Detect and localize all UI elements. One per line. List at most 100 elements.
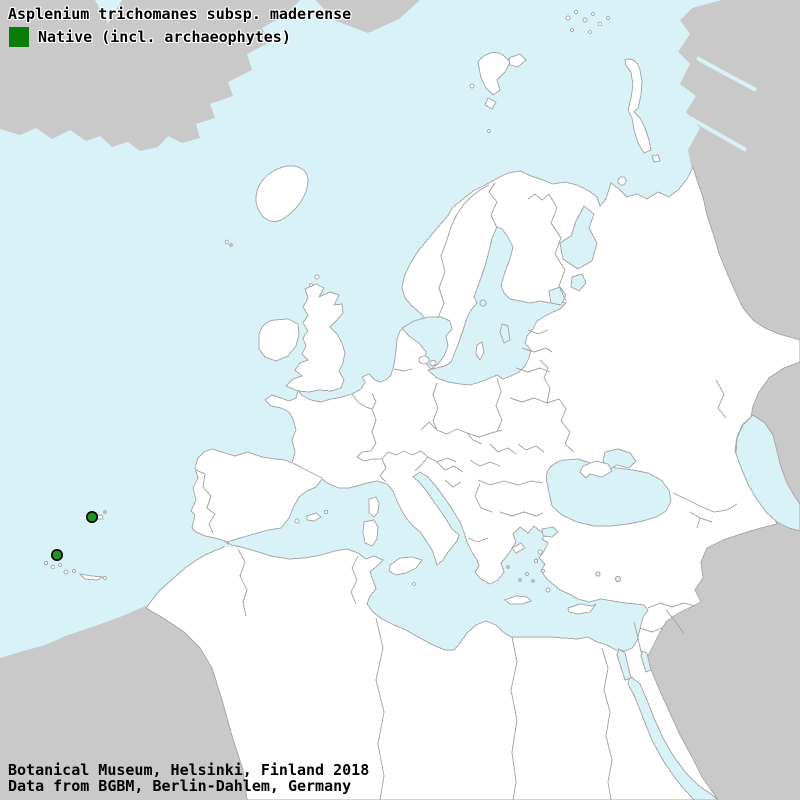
west-sahara-landmass: [0, 604, 250, 800]
border-caucasus: [672, 492, 738, 513]
occurrence-dot: [50, 548, 63, 561]
border-be-nl: [371, 392, 377, 410]
interior-seas: [95, 0, 800, 800]
lake-vanern: [479, 299, 487, 307]
border-fi-ru: [548, 193, 567, 302]
mapped-land-mainland: [145, 165, 800, 800]
border-fi-se: [488, 182, 498, 229]
border-lv-lt: [521, 347, 553, 353]
aegean-island: [518, 578, 522, 582]
sardinia-island: [362, 519, 379, 547]
white-sea: [559, 205, 598, 270]
legend: Native (incl. archaeophytes): [9, 27, 291, 47]
franz-josef-island: [573, 9, 579, 15]
border-ee-lv: [527, 329, 549, 335]
border-sy-iq: [665, 609, 685, 635]
greenland-landmass: [0, 0, 300, 151]
border-no-se: [437, 184, 490, 319]
mallorca-island: [306, 512, 322, 522]
credits: Botanical Museum, Helsinki, Finland 2018…: [8, 762, 369, 794]
iceland-island: [255, 165, 309, 222]
border-ro-bg: [477, 479, 544, 486]
aegean-island: [525, 572, 529, 576]
border-es-fr: [292, 462, 323, 479]
border-it-si: [414, 450, 429, 472]
kara-channel: [696, 56, 757, 92]
border-fr-it: [379, 458, 387, 483]
crete-island: [503, 595, 532, 605]
nile-river: [601, 647, 613, 800]
gulf-of-aqaba: [640, 650, 652, 673]
gibraltar-strait: [220, 542, 234, 549]
border-lt-by: [515, 367, 551, 373]
baltic-sea: [426, 226, 567, 386]
border-pt-es: [195, 469, 216, 534]
ibiza-island: [294, 518, 300, 524]
franz-josef-island: [597, 21, 603, 27]
aegean-island: [506, 565, 510, 569]
aegean-island: [541, 569, 545, 573]
porto-santo-island: [103, 510, 107, 514]
gotland-island: [475, 341, 485, 361]
border-al-gr: [467, 537, 489, 543]
credits-line2: Data from BGBM, Berlin-Dahlem, Germany: [8, 777, 352, 795]
danish-isles: [418, 341, 485, 366]
sea-of-marmara: [541, 526, 559, 538]
border-no-fi: [527, 193, 550, 201]
shetland-island: [314, 274, 320, 280]
ireland-island: [258, 318, 300, 362]
faroe-island: [224, 239, 230, 245]
border-dz-tn: [350, 555, 359, 605]
bosporus-strait: [545, 527, 551, 534]
border-de-dk: [393, 368, 413, 372]
legend-native-swatch: [9, 27, 29, 47]
bear-island: [487, 129, 491, 133]
border-tr-sy-iq: [647, 602, 696, 609]
orkney-island: [308, 282, 314, 288]
country-borders: [195, 182, 738, 800]
canary-island-long: [78, 573, 105, 581]
menorca-island: [323, 509, 329, 515]
border-cz-pl: [436, 428, 468, 435]
credits-line1: Botanical Museum, Helsinki, Finland 2018: [8, 761, 370, 779]
canary-island: [43, 560, 49, 566]
border-ma-dz: [237, 548, 248, 617]
kattegat-skagerrak-sea: [401, 316, 453, 370]
legend-native-label: Native (incl. archaeophytes): [38, 28, 291, 46]
lake-van: [614, 575, 622, 583]
border-pl-sk: [466, 429, 503, 438]
border-hr-ba: [436, 461, 464, 473]
border-fr-be: [351, 393, 373, 410]
border-de-pl: [432, 382, 439, 431]
border-am-az: [696, 517, 701, 529]
border-de-cz: [420, 421, 438, 431]
border-ba-rs: [444, 479, 462, 488]
page-title: Asplenium trichomanes subsp. maderense: [8, 5, 352, 23]
border-dz-ly: [375, 617, 385, 800]
franz-josef-island: [591, 12, 595, 16]
dardanelles-strait: [536, 535, 544, 540]
canary-island: [63, 569, 69, 575]
canary-island: [50, 564, 56, 570]
border-ro-rs: [469, 459, 501, 467]
great-britain-island: [285, 283, 346, 393]
lake-onega: [570, 273, 587, 292]
border-sk-ua: [466, 432, 483, 445]
greenland-fjord: [95, 0, 122, 24]
lake-peipus: [499, 323, 511, 344]
border-ua-by: [509, 397, 560, 404]
border-ua-ru: [558, 398, 575, 453]
franz-josef-island: [565, 15, 571, 21]
kara-channel-2: [689, 116, 747, 152]
lake-tuz: [595, 571, 601, 577]
caspian-sea: [735, 414, 800, 532]
aegean-island: [537, 549, 543, 555]
occurrence-layer: [50, 510, 99, 561]
rhodes-island: [545, 587, 551, 593]
franz-josef-island: [582, 17, 588, 23]
border-ua-md-ro: [517, 443, 545, 453]
aegean-island: [533, 558, 539, 564]
svalbard-island-2: [508, 53, 527, 68]
border-fr-de: [370, 408, 377, 452]
